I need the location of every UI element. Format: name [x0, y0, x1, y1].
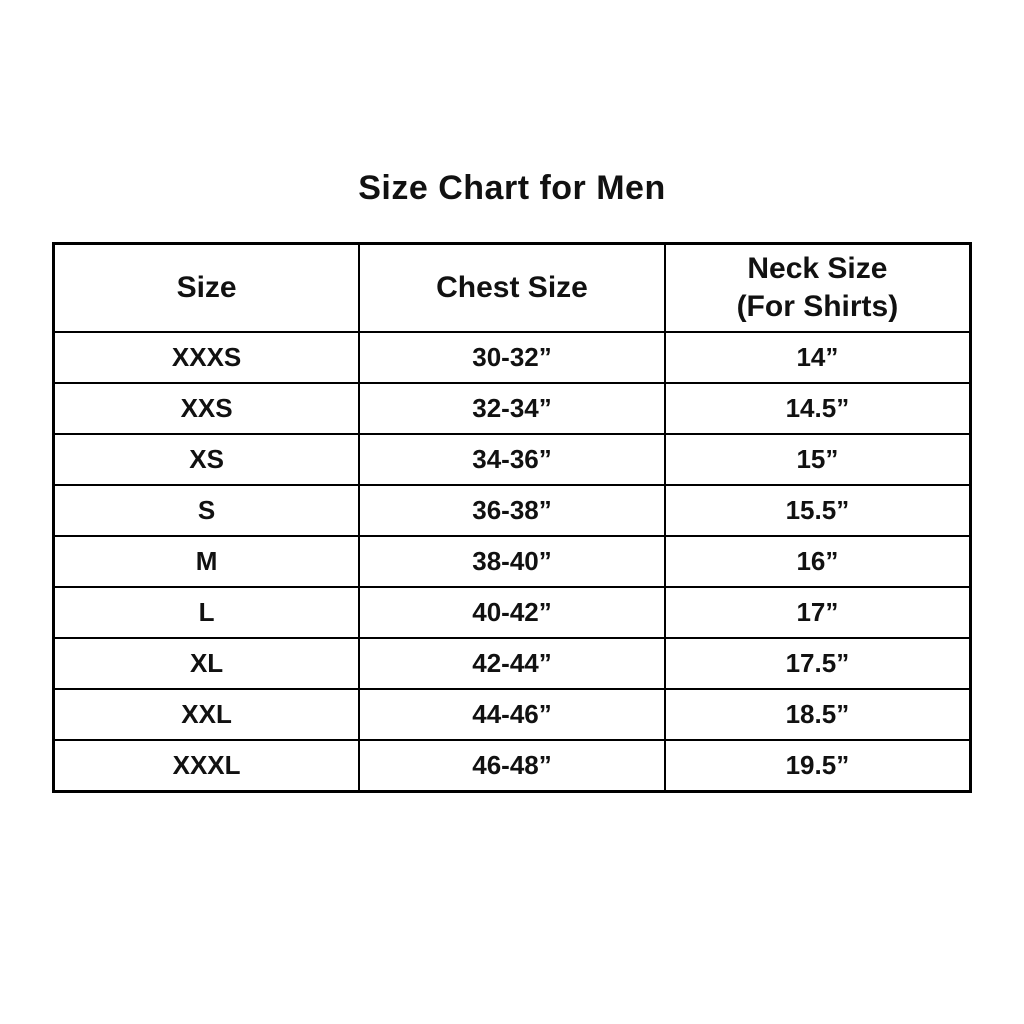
neck-size-cell: 18.5”	[663, 687, 972, 741]
col-header-neck-size: Neck Size (For Shirts)	[663, 242, 972, 333]
page-title: Size Chart for Men	[358, 169, 666, 207]
table-body: XXXS 30-32” 14” XXS 32-34” 14.5” XS 34-36” 15” S 3…	[52, 330, 972, 793]
chest-size-cell: 34-36”	[358, 432, 666, 486]
neck-size-cell: 14”	[663, 330, 972, 384]
chest-size-cell: 32-34”	[358, 381, 666, 435]
table-row: XXS 32-34” 14.5”	[52, 381, 972, 435]
col-header-neck-size-label: Neck Size	[747, 252, 888, 286]
neck-size-cell: 15”	[663, 432, 972, 486]
size-cell: XXS	[52, 381, 361, 435]
table-row: XL 42-44” 17.5”	[52, 636, 972, 690]
size-cell: XS	[52, 432, 361, 486]
size-cell: XXXS	[52, 330, 361, 384]
size-cell: L	[52, 585, 361, 639]
chest-size-cell: 30-32”	[358, 330, 666, 384]
col-header-neck-size-sublabel: (For Shirts)	[736, 289, 899, 323]
size-cell: S	[52, 483, 361, 537]
col-header-size: Size	[52, 242, 361, 333]
size-cell: XXXL	[52, 738, 361, 793]
size-cell: M	[52, 534, 361, 588]
chest-size-cell: 40-42”	[358, 585, 666, 639]
size-chart-table: Size Chest Size Neck Size (For Shirts) X…	[52, 241, 972, 793]
table-row: XXXL 46-48” 19.5”	[52, 738, 972, 793]
table-row: M 38-40” 16”	[52, 534, 972, 588]
table-row: S 36-38” 15.5”	[52, 483, 972, 537]
col-header-chest-size: Chest Size	[358, 242, 666, 333]
table-header-row: Size Chest Size Neck Size (For Shirts)	[52, 242, 972, 333]
neck-size-cell: 14.5”	[663, 381, 972, 435]
neck-size-cell: 15.5”	[663, 483, 972, 537]
table-row: XXXS 30-32” 14”	[52, 330, 972, 384]
chest-size-cell: 42-44”	[358, 636, 666, 690]
size-cell: XXL	[52, 687, 361, 741]
neck-size-cell: 19.5”	[663, 738, 972, 793]
table-row: XS 34-36” 15”	[52, 432, 972, 486]
table-row: L 40-42” 17”	[52, 585, 972, 639]
size-cell: XL	[52, 636, 361, 690]
chest-size-cell: 46-48”	[358, 738, 666, 793]
col-header-size-label: Size	[176, 271, 237, 305]
neck-size-cell: 17.5”	[663, 636, 972, 690]
table-row: XXL 44-46” 18.5”	[52, 687, 972, 741]
col-header-chest-size-label: Chest Size	[436, 271, 588, 305]
chest-size-cell: 44-46”	[358, 687, 666, 741]
chest-size-cell: 36-38”	[358, 483, 666, 537]
neck-size-cell: 17”	[663, 585, 972, 639]
chest-size-cell: 38-40”	[358, 534, 666, 588]
neck-size-cell: 16”	[663, 534, 972, 588]
